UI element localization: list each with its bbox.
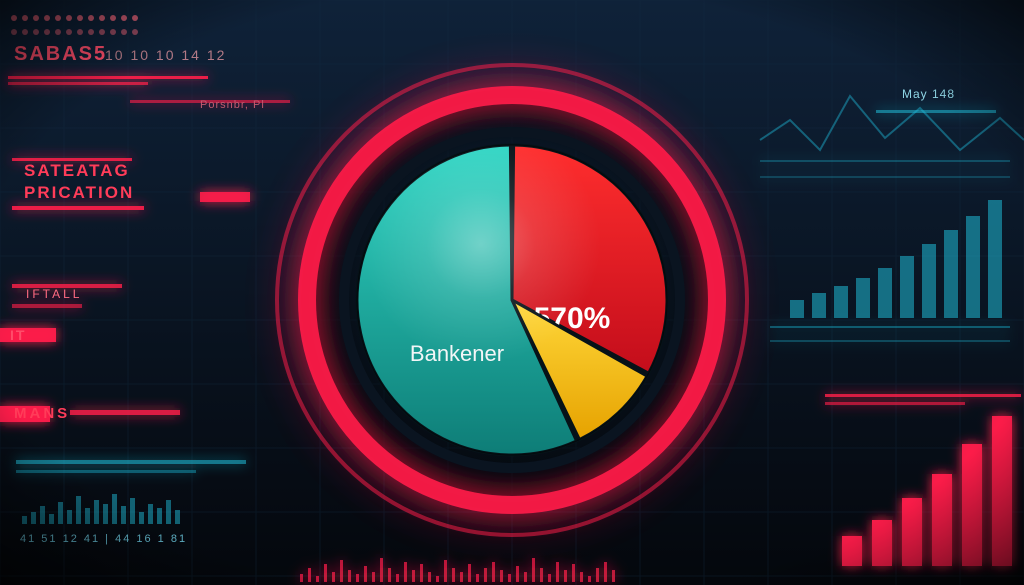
deco-bar [825, 394, 1021, 397]
deco-bar [12, 206, 144, 210]
right-label-0: May 148 [902, 87, 955, 101]
deco-bar [770, 340, 1010, 342]
canvas-svg: 570%Bankener SABAS510 10 10 14 12 Porsnbr,… [0, 0, 1024, 585]
left-label-4: PRICATION [24, 183, 134, 202]
deco-bar [0, 328, 56, 342]
deco-bar [760, 176, 1010, 178]
deco-bar [825, 402, 965, 405]
left-label-1: 10 10 10 14 12 [105, 47, 226, 63]
left-label-0: SABAS5 [14, 43, 107, 65]
dashboard-infographic: 570%Bankener SABAS510 10 10 14 12 Porsnbr,… [0, 0, 1024, 585]
deco-bar [12, 304, 82, 308]
deco-bar [760, 160, 1010, 162]
left-label-6: IT [10, 327, 26, 343]
pie-chart: 570%Bankener [357, 145, 667, 455]
left-label-3: SATEATAG [24, 161, 130, 180]
left-label-7: MANS [14, 405, 70, 422]
deco-bar [16, 460, 246, 464]
deco-bar [200, 192, 250, 202]
deco-bar [8, 76, 208, 79]
deco-bar [70, 410, 180, 415]
left-label-5: IFTALL [26, 287, 82, 301]
deco-bar [16, 470, 196, 473]
deco-bar [8, 82, 148, 85]
left-label-2: Porsnbr, Pl [200, 99, 265, 111]
deco-bar [876, 110, 996, 113]
pie-label-teal: Bankener [410, 341, 504, 366]
deco-bar [770, 326, 1010, 328]
left-label-8: 41 51 12 41 | 44 16 1 81 [20, 533, 187, 545]
